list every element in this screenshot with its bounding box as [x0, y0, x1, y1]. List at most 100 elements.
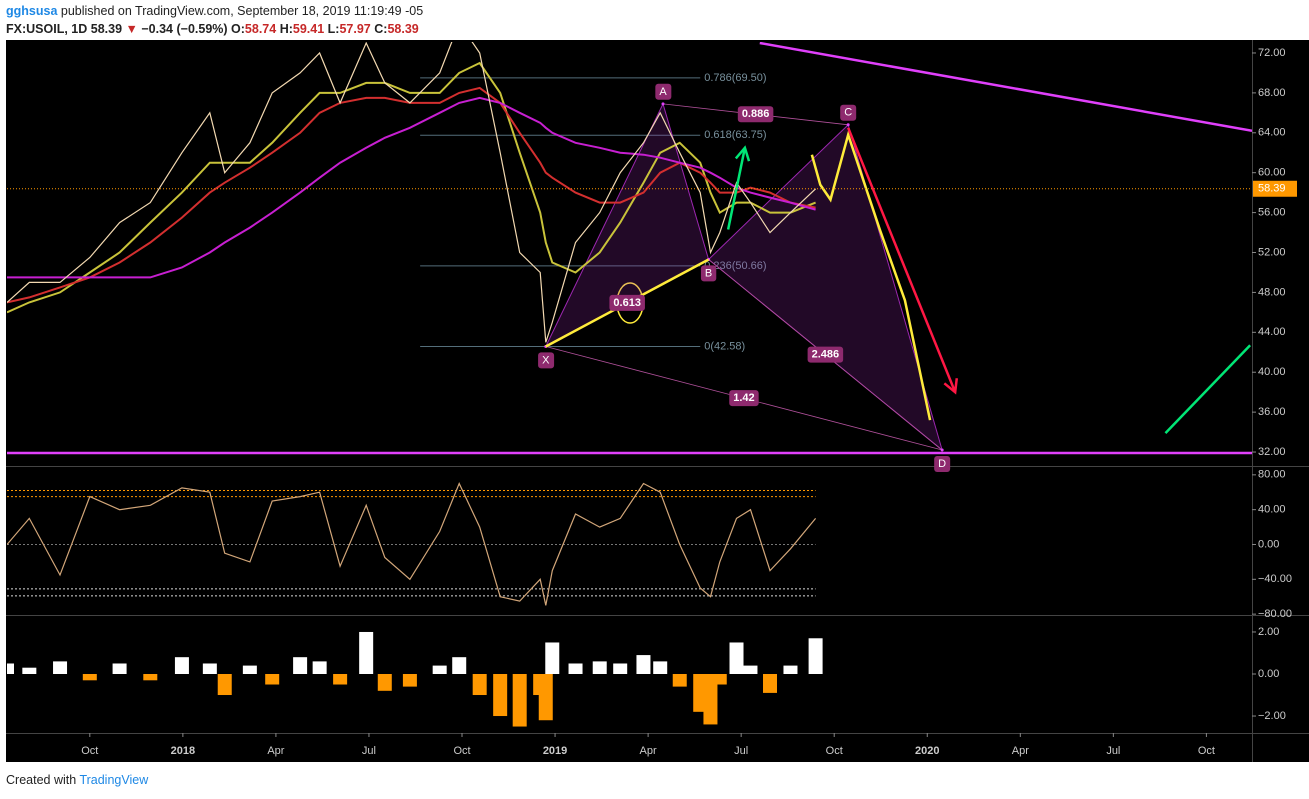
y-tick-label: 40.00 — [1258, 366, 1286, 378]
x-tick-label: Apr — [640, 745, 657, 757]
y-tick-label: 36.00 — [1258, 406, 1286, 418]
histogram-bar — [452, 657, 467, 674]
label-box — [655, 83, 672, 100]
x-tick-label: Apr — [267, 745, 284, 757]
label-box — [807, 346, 844, 363]
high-label: H: — [279, 22, 293, 36]
label-box — [538, 352, 555, 369]
series-line — [7, 482, 817, 606]
x-tick-label: Jul — [734, 745, 748, 757]
y-tick-label: 60.00 — [1258, 167, 1286, 179]
arrow-head — [734, 145, 751, 162]
histogram-bar — [672, 674, 687, 687]
pattern-point-label: X — [542, 354, 550, 366]
histogram-bar — [333, 674, 348, 685]
histogram-bar — [217, 674, 232, 696]
low-label: L: — [327, 22, 340, 36]
last-price-box — [1253, 180, 1297, 197]
y-tick-label: −80.00 — [1258, 608, 1292, 620]
label-box — [609, 294, 645, 311]
y-tick-label: −40.00 — [1258, 573, 1292, 585]
pattern-point — [846, 123, 850, 127]
y-tick-label: 2.00 — [1258, 626, 1279, 638]
histogram-bar — [242, 665, 257, 674]
histogram-bar — [703, 674, 718, 725]
x-tick-label: Oct — [453, 745, 470, 757]
low: 57.97 — [339, 22, 371, 36]
arrow-head — [943, 378, 959, 395]
label-box — [840, 104, 857, 121]
ratio-label: 0.613 — [613, 297, 641, 309]
histogram-bar — [265, 674, 280, 685]
histogram-bar — [7, 663, 14, 674]
y-tick-label: 68.00 — [1258, 87, 1286, 99]
histogram-bar — [402, 674, 417, 687]
series-line — [7, 96, 816, 279]
pattern-point — [661, 102, 665, 106]
series-line — [7, 86, 816, 304]
publish-line: gghsusa published on TradingView.com, Se… — [6, 4, 423, 18]
histogram-bar — [729, 642, 744, 674]
histogram-bar — [293, 657, 308, 674]
author[interactable]: gghsusa — [6, 4, 58, 18]
y-tick-label: 52.00 — [1258, 246, 1286, 258]
histogram-bar — [808, 638, 823, 674]
drawing — [847, 127, 957, 393]
histogram-bar — [568, 663, 583, 674]
y-tick-label: 0.00 — [1258, 538, 1279, 550]
pattern-point-label: A — [659, 86, 667, 98]
fib-label: 0.618(63.75) — [704, 129, 766, 141]
y-tick-label: 32.00 — [1258, 446, 1286, 458]
x-tick-label: Apr — [1012, 745, 1029, 757]
histogram-bar — [472, 674, 487, 696]
series-line — [7, 42, 817, 343]
histogram-bar — [538, 674, 553, 721]
pattern-point-label: B — [705, 267, 712, 279]
label-box — [737, 106, 774, 123]
pattern-point — [940, 448, 944, 452]
x-tick-label: Oct — [1198, 745, 1215, 757]
drawing — [1164, 344, 1252, 434]
histogram-bar — [202, 663, 217, 674]
fib-label: 0.786(69.50) — [704, 72, 766, 84]
open-label: O: — [231, 22, 245, 36]
y-tick-label: −2.00 — [1258, 710, 1286, 722]
histogram-bar — [377, 674, 392, 691]
histogram-bar — [53, 661, 68, 674]
high: 59.41 — [292, 22, 325, 36]
panel — [7, 631, 823, 727]
histogram-bar — [653, 661, 668, 674]
label-box — [934, 455, 951, 472]
last: 58.39 — [90, 22, 123, 36]
x-tick-label: Oct — [81, 745, 98, 757]
histogram-bar — [112, 663, 127, 674]
footer: Created with TradingView — [6, 773, 148, 787]
published: published on TradingView.com, September … — [60, 4, 424, 18]
y-tick-label: 56.00 — [1258, 207, 1286, 219]
x-tick-label: 2020 — [915, 745, 939, 757]
histogram-bar — [432, 665, 447, 674]
histogram-bar — [545, 642, 560, 674]
y-tick-label: 40.00 — [1258, 504, 1286, 516]
ratio-label: 1.42 — [733, 392, 754, 404]
histogram-bar — [174, 657, 189, 674]
histogram-bar — [312, 661, 327, 674]
pattern-point-label: D — [938, 458, 946, 470]
chart: 0.786(69.50)0.618(63.75)0.236(50.66)0(42… — [6, 40, 1309, 762]
histogram-bar — [512, 674, 527, 727]
histogram-bar — [22, 667, 37, 674]
label-box — [700, 265, 717, 282]
y-tick-label: 44.00 — [1258, 326, 1286, 338]
histogram-bar — [636, 655, 651, 674]
change-arrow: ▼ — [125, 22, 138, 36]
histogram-bar — [82, 674, 97, 681]
histogram-bar — [613, 663, 628, 674]
histogram-bar — [712, 674, 727, 685]
brand[interactable]: TradingView — [79, 773, 149, 787]
series-line — [7, 61, 816, 314]
symbol: FX:USOIL, 1D — [6, 22, 88, 36]
ratio-label: 0.886 — [742, 108, 770, 120]
open: 58.74 — [244, 22, 277, 36]
